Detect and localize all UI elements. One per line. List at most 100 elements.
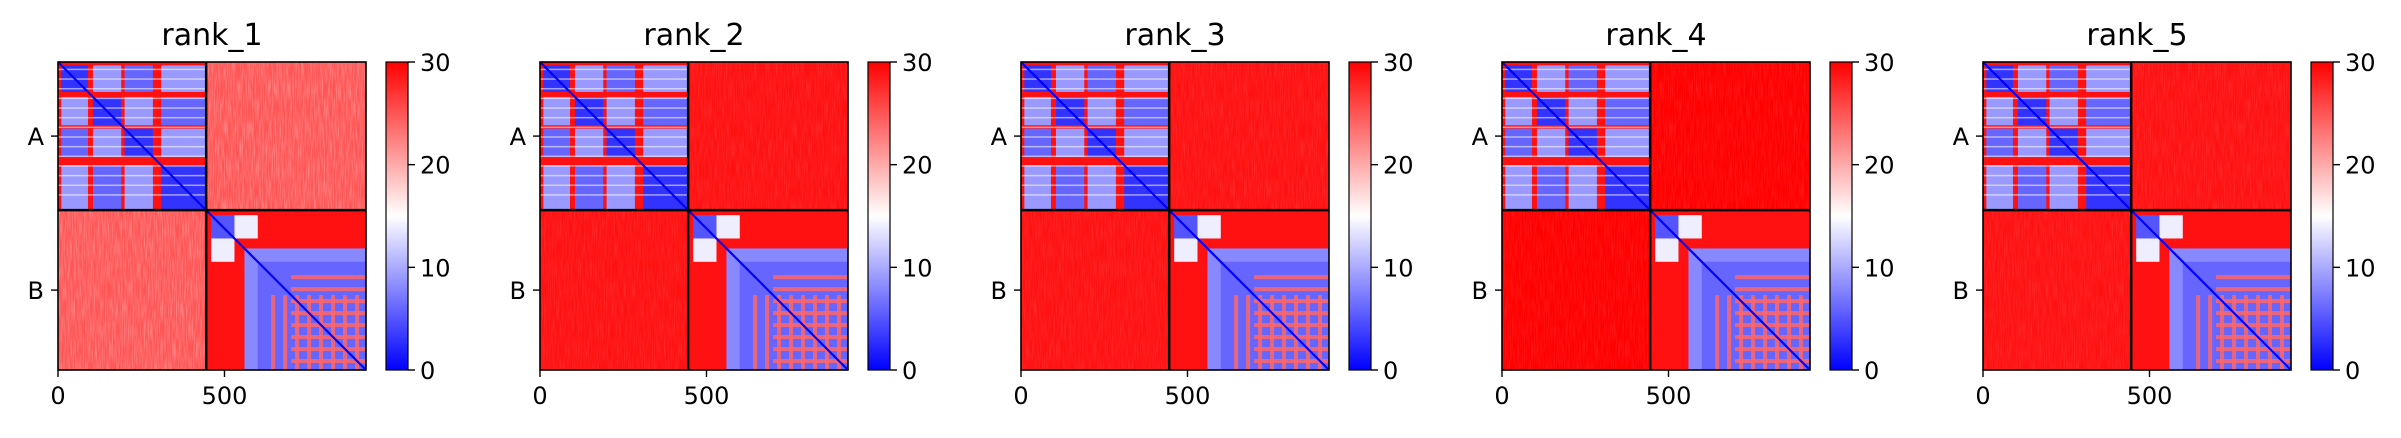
colorbar-tick-label: 0 xyxy=(902,357,917,385)
chain-b-region xyxy=(2136,238,2160,262)
colorbar-tick-label: 10 xyxy=(1383,254,1414,282)
colorbar-tick-label: 20 xyxy=(420,152,451,180)
chain-a-streak xyxy=(1983,78,2132,80)
chain-b-band xyxy=(2208,295,2213,370)
chain-a-streak xyxy=(1021,126,1170,129)
colorbar xyxy=(385,61,409,371)
y-chain-label: A xyxy=(991,123,1008,151)
chain-a-streak xyxy=(58,87,207,90)
chain-a-domain-cell xyxy=(1024,96,1051,126)
chain-b-band xyxy=(773,287,848,292)
chain-a-streak xyxy=(58,194,207,196)
y-chain-label: A xyxy=(28,123,45,151)
chain-b-band xyxy=(1254,347,1329,352)
axes-frame xyxy=(57,61,367,371)
chain-b-band xyxy=(271,295,276,370)
chain-b-band xyxy=(291,323,366,328)
inter-chain-texture-ba xyxy=(540,210,689,370)
chain-a-domain-cell xyxy=(1505,96,1532,126)
chain-b-region xyxy=(1197,215,1221,239)
x-tick-label: 0 xyxy=(1494,382,1509,410)
chain-b-region xyxy=(1655,238,1679,262)
chain-a-streak xyxy=(1021,155,1170,158)
x-tick-label: 500 xyxy=(202,382,248,410)
chain-a-domain-cell xyxy=(1986,96,2013,126)
panel-title: rank_3 xyxy=(1124,18,1225,53)
chain-b-band xyxy=(1254,299,1329,304)
chain-a-domain-cell xyxy=(574,165,604,211)
pae-panel-1: rank_1 A B 0 500 0 10 20 30 xyxy=(28,18,451,410)
chain-b-band xyxy=(2216,287,2291,292)
chain-b-band xyxy=(1751,295,1756,370)
chain-b-band xyxy=(1739,295,1744,370)
chain-a-domain-cell xyxy=(161,96,207,126)
colorbar-tick-label: 0 xyxy=(1864,357,1879,385)
chain-a-domain-cell xyxy=(61,96,88,126)
chain-a-streak xyxy=(540,68,689,71)
chain-b-region xyxy=(234,215,258,239)
y-chain-label: B xyxy=(510,277,526,305)
chain-a-domain-cell xyxy=(1124,96,1170,126)
panel-title: rank_2 xyxy=(643,18,744,53)
chain-b-band xyxy=(1775,295,1780,370)
chain-b-band xyxy=(1258,295,1263,370)
chain-a-domain-cell xyxy=(92,128,122,157)
chain-b-band xyxy=(343,295,348,370)
colorbar-tick-label: 20 xyxy=(1864,152,1895,180)
chain-b-band xyxy=(1270,295,1275,370)
chain-a-streak xyxy=(540,97,689,100)
chain-a-streak xyxy=(1021,87,1170,90)
colorbar xyxy=(1829,61,1853,371)
chain-a-domain-cell xyxy=(2049,96,2078,126)
chain-b-band xyxy=(2256,295,2261,370)
panel-title: rank_4 xyxy=(1605,18,1706,53)
chain-b-band xyxy=(789,295,794,370)
chain-a-domain-cell xyxy=(124,165,153,211)
chain-a-domain-cell xyxy=(1505,128,1532,157)
chain-a-domain-cell xyxy=(1055,128,1085,157)
chain-a-streak xyxy=(1502,174,1651,177)
colorbar xyxy=(1348,61,1372,371)
chain-b-band xyxy=(753,295,758,370)
colorbar-tick-label: 0 xyxy=(1383,357,1398,385)
chain-a-domain-cell xyxy=(1087,165,1116,211)
chain-b-band xyxy=(1799,295,1804,370)
pae-heatmap xyxy=(1020,61,1330,371)
chain-a-streak xyxy=(1021,165,1170,167)
chain-b-band xyxy=(331,295,336,370)
chain-a-streak xyxy=(1983,87,2132,90)
chain-b-band xyxy=(1735,323,1810,328)
chain-a-domain-cell xyxy=(1605,128,1651,157)
pae-diagonal xyxy=(57,61,367,371)
pae-panel-4: rank_4 A B 0 500 0 10 20 30 xyxy=(1472,18,1895,410)
chain-b-band xyxy=(291,299,366,304)
chain-a-streak xyxy=(1983,155,2132,158)
chain-b-band xyxy=(773,347,848,352)
chain-b-band xyxy=(1306,295,1311,370)
chain-a-domain-cell xyxy=(1605,96,1651,126)
chain-a-streak xyxy=(540,78,689,80)
pae-heatmap xyxy=(57,61,367,371)
chain-b-band xyxy=(307,295,312,370)
chain-a-streak xyxy=(1983,194,2132,196)
x-tick-label: 500 xyxy=(1165,382,1211,410)
chain-a-streak xyxy=(1983,165,2132,167)
chain-a-domain-cell xyxy=(643,96,689,126)
y-chain-label: B xyxy=(28,277,44,305)
chain-a-domain-cell xyxy=(1124,128,1170,157)
chain-a-streak xyxy=(1502,145,1651,148)
chain-a-domain-cell xyxy=(606,96,635,126)
chain-a-streak xyxy=(58,107,207,109)
pae-heatmap xyxy=(1501,61,1811,371)
chain-b-band xyxy=(801,295,806,370)
chain-a-streak xyxy=(1502,107,1651,109)
colorbar-tick-label: 10 xyxy=(2345,254,2376,282)
chain-b-band xyxy=(1254,275,1329,280)
chain-b-band xyxy=(2216,323,2291,328)
chain-b-band xyxy=(1715,295,1720,370)
chain-a-domain-cell xyxy=(124,96,153,126)
chain-a-streak xyxy=(58,116,207,119)
y-chain-label: A xyxy=(1472,123,1489,151)
chain-a-domain-cell xyxy=(2086,96,2132,126)
chain-a-domain-cell xyxy=(1986,128,2013,157)
